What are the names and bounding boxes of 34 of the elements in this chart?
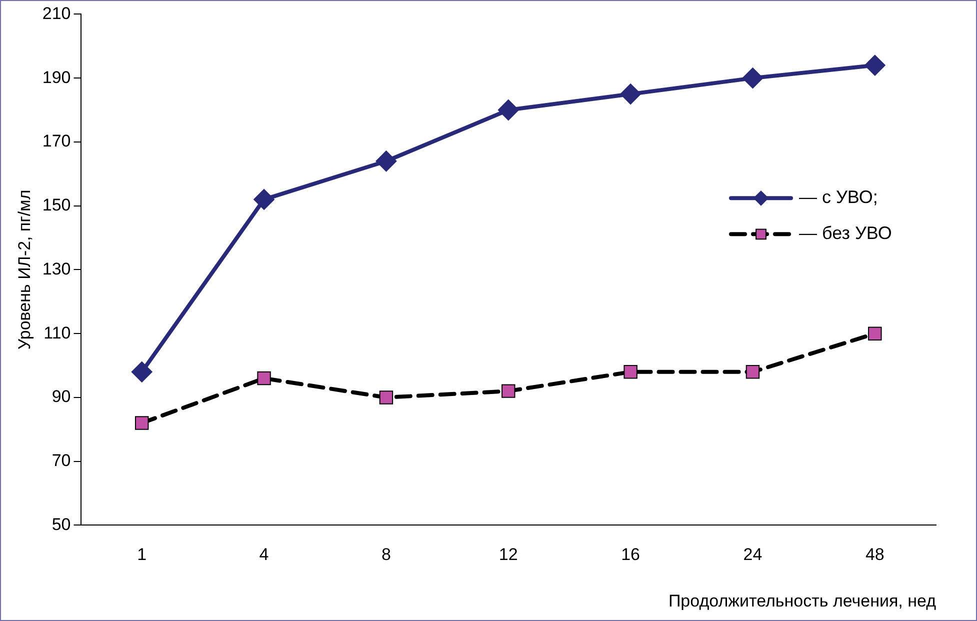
y-tick-label: 50 <box>52 514 71 534</box>
y-tick-label: 150 <box>42 196 71 215</box>
point <box>134 416 149 430</box>
point <box>502 384 516 398</box>
point <box>868 326 882 340</box>
x-tick-label: 16 <box>621 545 640 564</box>
point <box>864 54 886 76</box>
x-tick-label: 12 <box>498 545 518 564</box>
point <box>376 150 397 172</box>
point <box>257 371 271 386</box>
point <box>742 68 764 89</box>
point <box>254 188 275 210</box>
y-tick-label: 210 <box>42 4 71 23</box>
x-tick-label: 24 <box>743 545 762 564</box>
point <box>624 365 638 379</box>
point <box>620 84 642 105</box>
y-tick-label: 130 <box>42 259 71 278</box>
legend-label: — без УВО <box>799 223 892 244</box>
y-tick-label: 110 <box>44 323 71 342</box>
point <box>746 365 760 379</box>
x-axis-title: Продолжительность лечения, нед <box>668 591 936 610</box>
x-tick-label: 48 <box>865 545 884 564</box>
point <box>379 390 394 404</box>
y-tick-label: 90 <box>52 387 71 406</box>
point <box>131 361 152 382</box>
x-tick-label: 1 <box>137 545 147 564</box>
y-tick-label: 190 <box>42 68 71 87</box>
x-tick-label: 8 <box>381 545 391 564</box>
y-tick-label: 70 <box>52 451 71 470</box>
legend-label: — с УВО; <box>799 187 878 208</box>
y-tick-label: 170 <box>42 132 71 151</box>
x-tick-label: 4 <box>259 545 269 564</box>
y-axis-title: Уровень ИЛ-2, пг/мл <box>14 190 34 350</box>
point <box>498 100 519 121</box>
